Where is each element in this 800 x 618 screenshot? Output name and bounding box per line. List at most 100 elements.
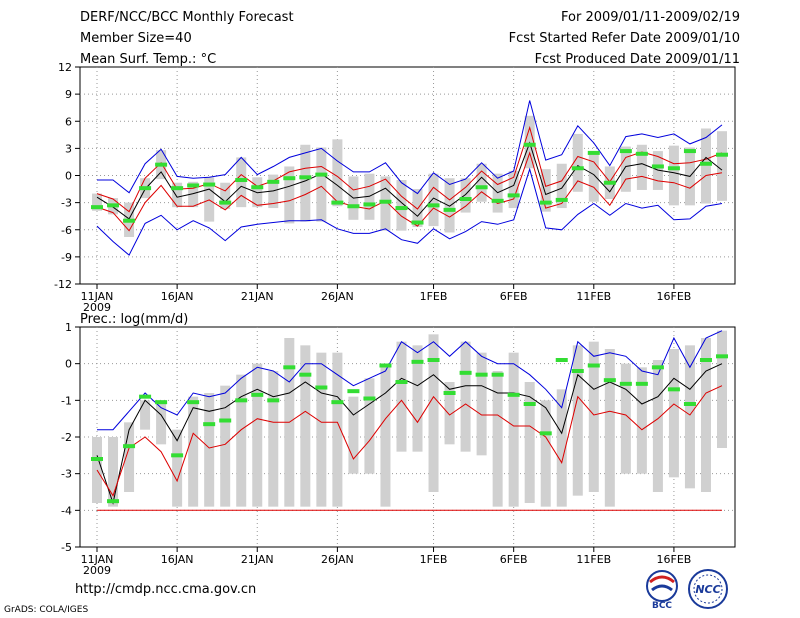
observed-marker — [619, 149, 632, 154]
observed-marker — [587, 150, 600, 155]
spread-box — [652, 360, 663, 492]
spread-box — [428, 334, 439, 492]
y-tick-label: 0 — [65, 170, 72, 183]
observed-marker — [315, 385, 328, 390]
y-tick-label: -2 — [61, 431, 72, 444]
ncc-logo: NCC — [688, 569, 728, 609]
observed-marker — [699, 161, 712, 166]
observed-marker — [283, 176, 296, 181]
observed-marker — [716, 152, 728, 157]
observed-marker — [203, 422, 216, 427]
series-line-median — [96, 141, 723, 220]
y-tick-label: -9 — [61, 251, 72, 264]
spread-box — [588, 341, 599, 492]
x-tick-label: 21JAN — [241, 290, 274, 303]
grads-credit: GrADS: COLA/IGES — [4, 605, 89, 615]
spread-box — [108, 437, 119, 507]
observed-marker — [619, 381, 632, 386]
observed-marker — [155, 400, 168, 405]
y-tick-label: -5 — [61, 541, 72, 554]
y-tick-label: -6 — [61, 224, 72, 237]
observed-marker — [667, 387, 680, 392]
observed-marker — [139, 186, 152, 191]
spread-box — [220, 385, 231, 507]
observed-marker — [171, 186, 184, 191]
observed-marker — [187, 183, 200, 188]
x-tick-label: 16FEB — [657, 290, 692, 303]
spread-box — [684, 345, 695, 489]
spread-box — [508, 352, 519, 507]
y-tick-label: -3 — [61, 468, 72, 481]
x-tick-label: 6FEB — [500, 553, 528, 566]
observed-marker — [107, 499, 120, 504]
observed-marker — [635, 381, 648, 386]
observed-marker — [187, 400, 200, 405]
observed-marker — [299, 372, 312, 377]
forecast-period: For 2009/01/11-2009/02/19 — [561, 10, 740, 25]
observed-marker — [315, 172, 328, 177]
x-tick-label: 11JAN — [81, 290, 114, 303]
observed-marker — [539, 431, 552, 436]
y-tick-label: -1 — [61, 394, 72, 407]
spread-box — [284, 166, 295, 224]
observed-marker — [507, 392, 520, 397]
x-tick-label: 1FEB — [420, 290, 448, 303]
spread-box — [636, 144, 647, 190]
spread-box — [172, 182, 183, 208]
x-tick-label: 16JAN — [161, 290, 194, 303]
x-tick-label: 16JAN — [161, 553, 194, 566]
observed-marker — [603, 378, 616, 383]
x-tick-label: 26JAN — [321, 553, 354, 566]
spread-box — [460, 178, 471, 213]
x-tick-label: 11FEB — [576, 290, 611, 303]
observed-marker — [203, 182, 216, 187]
observed-marker — [123, 444, 136, 449]
y-tick-label: -4 — [61, 504, 72, 517]
observed-marker — [107, 203, 120, 208]
series-line-upper — [97, 330, 723, 431]
observed-marker — [171, 453, 184, 458]
spread-box — [588, 151, 599, 202]
spread-box — [332, 139, 343, 207]
x-year-label: 2009 — [83, 564, 111, 577]
spread-box — [140, 400, 151, 430]
spread-box — [188, 396, 199, 507]
observed-marker — [379, 363, 392, 368]
spread-box — [252, 363, 263, 507]
y-tick-label: -12 — [54, 278, 72, 291]
spread-box — [508, 170, 519, 209]
y-tick-label: 9 — [65, 88, 72, 101]
variable-label: Mean Surf. Temp.: °C — [80, 52, 217, 67]
spread-box — [460, 341, 471, 452]
fcst-started-date: Fcst Started Refer Date 2009/01/10 — [508, 31, 740, 46]
x-tick-label: 1FEB — [420, 553, 448, 566]
spread-box — [92, 193, 102, 211]
source-url[interactable]: http://cmdp.ncc.cma.gov.cn — [75, 582, 257, 597]
observed-marker — [219, 200, 232, 205]
observed-marker — [651, 164, 664, 169]
spread-box — [172, 429, 183, 507]
y-tick-label: -3 — [61, 197, 72, 210]
spread-box — [236, 374, 247, 507]
spread-box — [428, 173, 439, 227]
observed-marker — [523, 402, 536, 406]
spread-box — [717, 330, 727, 448]
spread-box — [572, 345, 583, 496]
spread-box — [348, 396, 359, 474]
spread-box — [476, 352, 487, 456]
x-tick-label: 26JAN — [321, 290, 354, 303]
observed-marker — [635, 151, 648, 156]
observed-marker — [395, 206, 408, 211]
observed-marker — [267, 179, 280, 184]
spread-box — [188, 181, 199, 208]
spread-box — [700, 128, 711, 204]
spread-box — [364, 378, 375, 474]
observed-marker — [475, 372, 488, 377]
observed-marker — [139, 394, 152, 399]
series-line-upper_mid — [96, 125, 723, 213]
observed-marker — [331, 400, 344, 405]
observed-marker — [491, 372, 504, 377]
spread-box — [556, 389, 567, 507]
observed-marker — [651, 365, 664, 370]
spread-box — [620, 363, 631, 474]
